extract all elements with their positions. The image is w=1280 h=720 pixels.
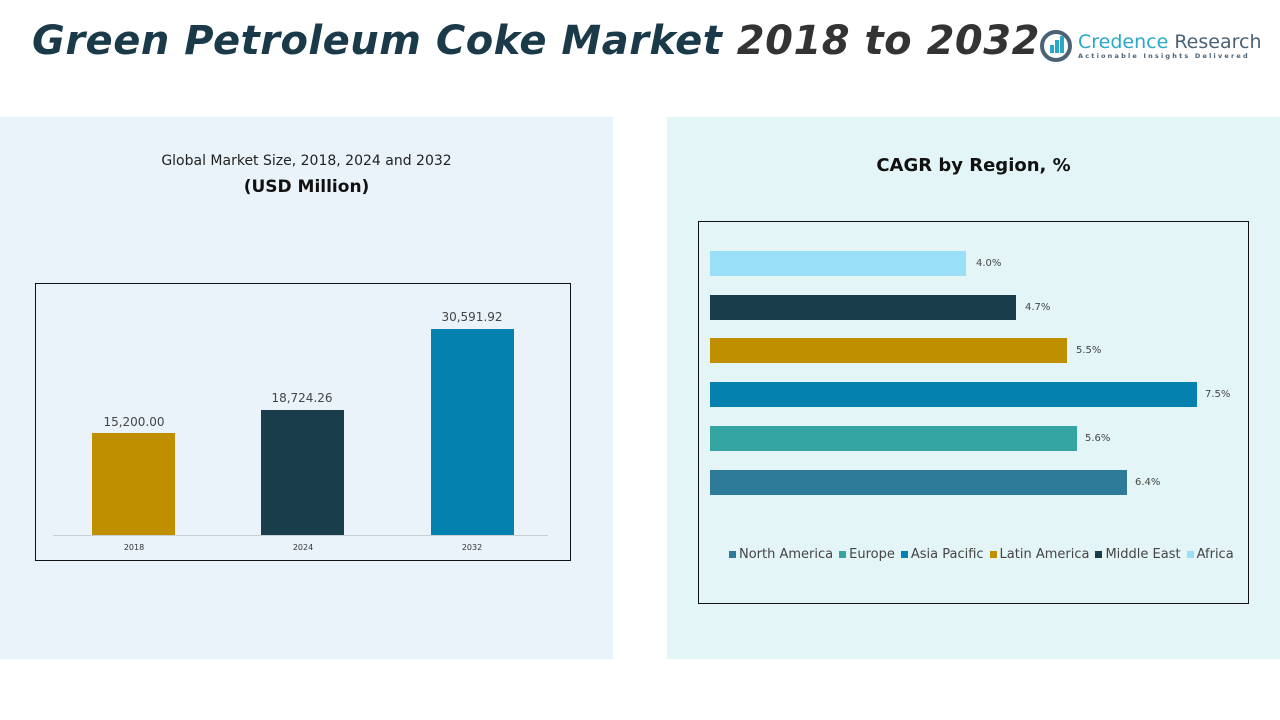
value-label-2032: 30,591.92 — [441, 310, 503, 324]
value-label-middle-east: 4.7% — [1025, 302, 1051, 313]
value-label-north-america: 6.4% — [1135, 477, 1161, 488]
logo-tagline: Actionable Insights Delivered — [1078, 52, 1250, 60]
legend-item-europe: Europe — [839, 547, 895, 562]
value-label-asia-pacific: 7.5% — [1205, 389, 1231, 400]
legend-item-middle-east: Middle East — [1095, 547, 1181, 562]
value-label-africa: 4.0% — [976, 258, 1002, 269]
x-axis — [53, 535, 548, 536]
x-tick-2024: 2024 — [292, 543, 314, 552]
bar-middle-east — [710, 295, 1016, 320]
legend-item-asia-pacific: Asia Pacific — [900, 547, 984, 562]
logo-name-1: Credence — [1078, 31, 1169, 53]
market-size-title: Global Market Size, 2018, 2024 and 2032 — [161, 153, 452, 169]
credence-research-logo: Credence Research Actionable Insights De… — [1040, 30, 1261, 62]
cagr-legend: North America Europe Asia Pacific Latin … — [729, 547, 1234, 562]
bar-africa — [710, 251, 966, 276]
bar-2018 — [92, 433, 175, 535]
bar-2024 — [261, 410, 344, 535]
bar-north-america — [710, 470, 1127, 495]
market-size-unit: (USD Million) — [243, 177, 370, 197]
value-label-2024: 18,724.26 — [271, 391, 333, 405]
title-main: Green Petroleum Coke Market — [32, 18, 723, 64]
value-label-2018: 15,200.00 — [103, 415, 165, 429]
legend-item-latin-america: Latin America — [989, 547, 1089, 562]
legend-item-north-america: North America — [729, 547, 833, 562]
bar-latin-america — [710, 338, 1067, 363]
x-tick-2032: 2032 — [461, 543, 483, 552]
value-label-latin-america: 5.5% — [1076, 345, 1102, 356]
bar-asia-pacific — [710, 382, 1197, 407]
value-label-europe: 5.6% — [1085, 433, 1111, 444]
bar-chart-logo-icon — [1040, 30, 1072, 62]
title-years: 2018 to 2032 — [736, 18, 1040, 64]
bar-2032 — [431, 329, 514, 535]
legend-item-africa: Africa — [1186, 547, 1234, 562]
market-size-chart: 15,200.00 18,724.26 30,591.92 2018 2024 … — [35, 283, 571, 561]
page-title: Green Petroleum Coke Market 2018 to 2032 — [32, 18, 1040, 64]
cagr-chart: 4.0% 4.7% 5.5% 7.5% 5.6% 6.4% North Amer… — [698, 221, 1249, 604]
logo-name-2: Research — [1174, 31, 1262, 53]
x-tick-2018: 2018 — [123, 543, 145, 552]
bar-europe — [710, 426, 1077, 451]
cagr-title: CAGR by Region, % — [876, 155, 1071, 176]
